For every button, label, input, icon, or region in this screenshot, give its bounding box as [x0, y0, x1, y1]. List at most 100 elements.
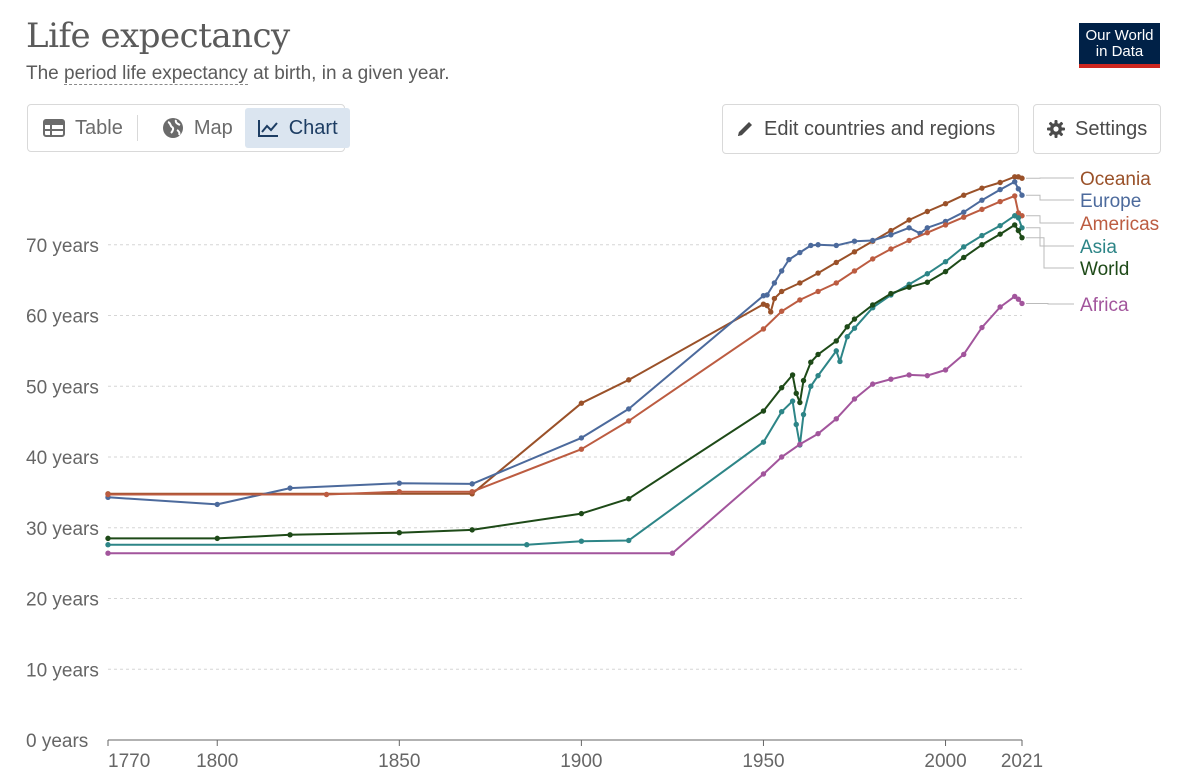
- data-point-asia: [789, 398, 796, 404]
- data-point-africa: [778, 454, 785, 460]
- data-point-africa: [1019, 300, 1025, 307]
- y-tick-label: 60 years: [26, 307, 99, 328]
- data-point-world: [800, 377, 807, 384]
- legend-label-oceania[interactable]: Oceania: [1080, 169, 1151, 190]
- data-point-americas: [578, 446, 585, 452]
- data-point-americas: [815, 288, 821, 295]
- settings-label: Settings: [1075, 117, 1148, 140]
- tab-table-label: Table: [75, 116, 123, 139]
- edit-countries-button[interactable]: Edit countries and regions: [722, 104, 1019, 154]
- data-point-europe: [764, 292, 770, 298]
- data-point-europe: [786, 256, 792, 263]
- subtitle-post: at birth, in a given year.: [247, 63, 450, 84]
- settings-button[interactable]: Settings: [1033, 104, 1161, 154]
- our-world-in-data-logo[interactable]: Our World in Data: [1079, 23, 1160, 68]
- data-point-world: [760, 408, 767, 414]
- data-point-world: [287, 532, 293, 538]
- data-point-americas: [888, 246, 894, 252]
- period-life-expectancy-link[interactable]: period life expectancy: [64, 63, 248, 85]
- data-point-asia: [851, 325, 858, 331]
- data-point-europe: [214, 501, 220, 508]
- data-point-africa: [760, 471, 767, 477]
- data-point-world: [778, 384, 785, 391]
- data-point-oceania: [778, 288, 785, 295]
- data-point-americas: [851, 268, 858, 274]
- data-point-asia: [924, 271, 931, 277]
- data-point-asia: [105, 542, 111, 548]
- data-point-europe: [924, 225, 931, 231]
- data-point-europe: [1019, 192, 1025, 198]
- legend-label-asia[interactable]: Asia: [1080, 237, 1117, 258]
- data-point-asia: [793, 421, 799, 428]
- data-point-world: [833, 338, 839, 344]
- legend-label-africa[interactable]: Africa: [1080, 295, 1129, 316]
- data-point-asia: [844, 334, 850, 340]
- tab-map-label: Map: [193, 116, 233, 139]
- data-point-oceania: [961, 192, 967, 198]
- data-point-africa: [870, 381, 876, 387]
- data-point-asia: [1015, 215, 1022, 221]
- data-point-world: [1012, 222, 1018, 228]
- x-tick-label: 1770: [108, 751, 150, 772]
- data-point-asia: [578, 538, 585, 544]
- data-point-europe: [287, 485, 293, 491]
- tab-table[interactable]: Table: [31, 108, 150, 148]
- data-point-oceania: [906, 217, 912, 223]
- data-point-americas: [469, 488, 475, 495]
- data-point-americas: [760, 326, 767, 332]
- data-point-asia: [997, 222, 1003, 229]
- data-point-americas: [942, 222, 949, 228]
- data-point-americas: [997, 198, 1003, 205]
- data-point-americas: [961, 214, 967, 220]
- series-line-africa[interactable]: [108, 295, 1023, 555]
- data-point-americas: [870, 256, 876, 262]
- legend-connector-africa: [1026, 303, 1074, 305]
- data-point-europe: [771, 280, 778, 286]
- data-point-africa: [906, 372, 912, 378]
- edit-countries-label: Edit countries and regions: [764, 117, 996, 140]
- data-point-world: [844, 324, 850, 330]
- data-point-asia: [524, 542, 530, 548]
- data-point-europe: [888, 232, 894, 238]
- data-point-europe: [626, 406, 632, 412]
- data-point-europe: [578, 435, 585, 441]
- data-point-europe: [851, 238, 858, 244]
- chart-title: Life expectancy: [26, 16, 290, 56]
- tab-chart[interactable]: Chart: [244, 108, 350, 148]
- legend-label-americas[interactable]: Americas: [1080, 214, 1159, 235]
- data-point-americas: [1015, 210, 1022, 216]
- legend-label-europe[interactable]: Europe: [1080, 191, 1141, 212]
- data-point-world: [214, 535, 220, 542]
- data-point-africa: [1012, 293, 1018, 300]
- x-tick-label: 2000: [924, 751, 966, 772]
- data-point-europe: [833, 242, 839, 249]
- data-point-world: [808, 359, 814, 365]
- data-point-oceania: [997, 179, 1003, 186]
- data-point-world: [105, 535, 111, 542]
- data-point-world: [1019, 234, 1025, 241]
- data-point-africa: [924, 372, 931, 379]
- data-point-world: [997, 231, 1003, 237]
- legend-label-world[interactable]: World: [1080, 259, 1129, 280]
- data-point-world: [626, 496, 632, 502]
- data-point-world: [789, 372, 796, 378]
- series-line-americas[interactable]: [108, 194, 1023, 496]
- data-point-world: [793, 390, 799, 397]
- data-point-oceania: [797, 280, 803, 286]
- data-point-americas: [906, 237, 912, 244]
- data-point-world: [870, 302, 876, 308]
- data-point-africa: [997, 304, 1003, 310]
- tab-map[interactable]: Map: [150, 108, 245, 148]
- data-point-asia: [979, 232, 985, 239]
- x-tick-label: 1800: [196, 751, 238, 772]
- data-point-africa: [669, 550, 676, 556]
- x-tick-label: 1900: [560, 751, 602, 772]
- y-tick-label: 10 years: [26, 660, 99, 681]
- y-tick-label: 70 years: [26, 236, 99, 257]
- series-line-oceania[interactable]: [108, 175, 1023, 495]
- data-point-world: [979, 242, 985, 248]
- data-point-world: [888, 290, 894, 297]
- tab-chart-label: Chart: [288, 116, 338, 139]
- data-point-africa: [105, 550, 111, 556]
- data-point-europe: [979, 197, 985, 203]
